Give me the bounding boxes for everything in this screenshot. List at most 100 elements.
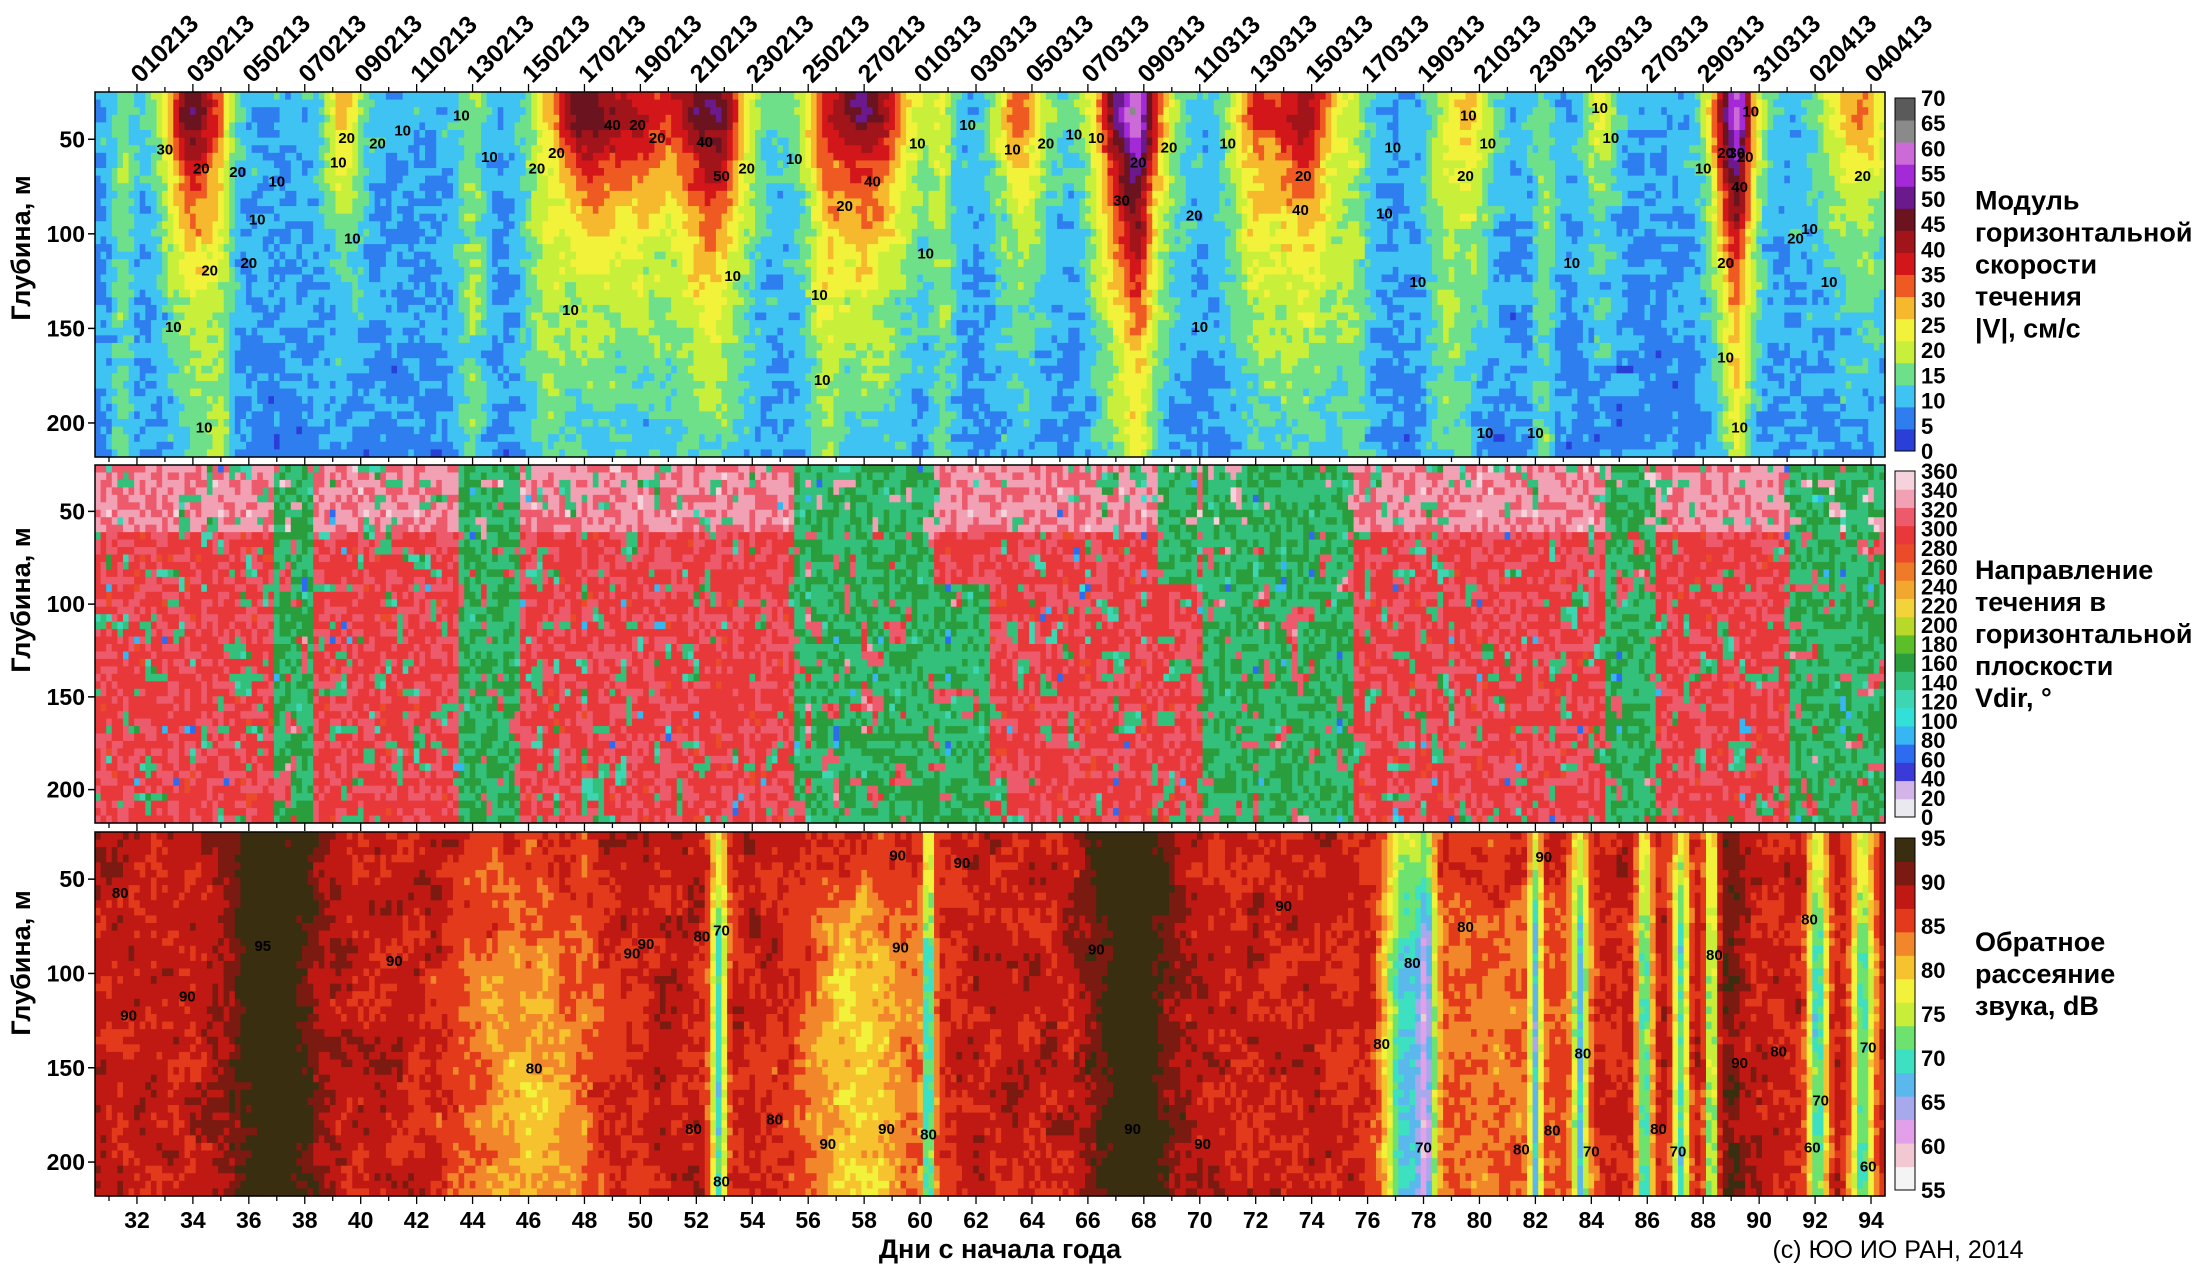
speed-cell xyxy=(386,381,392,389)
speed-cell xyxy=(229,442,235,450)
speed-cell xyxy=(319,389,325,397)
speed-cell xyxy=(291,138,297,146)
speed-cell xyxy=(224,183,230,191)
speed-cell xyxy=(179,115,185,123)
speed-cell xyxy=(319,358,325,366)
speed-cell xyxy=(201,206,207,214)
speed-cell xyxy=(308,305,314,313)
speed-cell xyxy=(224,320,230,328)
speed-cell xyxy=(185,427,191,435)
speed-cell xyxy=(280,297,286,305)
speed-cell xyxy=(117,328,123,336)
speed-cell xyxy=(190,138,196,146)
speed-cell xyxy=(145,191,151,199)
speed-cell xyxy=(330,434,336,442)
speed-cell xyxy=(386,100,392,108)
speed-cell xyxy=(268,335,274,343)
speed-cell xyxy=(375,343,381,351)
speed-cell xyxy=(352,366,358,374)
speed-cell xyxy=(302,191,308,199)
speed-cell xyxy=(207,442,213,450)
speed-cell xyxy=(291,313,297,321)
speed-cell xyxy=(391,328,397,336)
speed-cell xyxy=(285,328,291,336)
speed-cell xyxy=(308,411,314,419)
speed-cell xyxy=(336,434,342,442)
speed-cell xyxy=(129,328,135,336)
speed-cell xyxy=(280,411,286,419)
speed-cell xyxy=(369,282,375,290)
speed-cell xyxy=(352,389,358,397)
speed-cell xyxy=(257,100,263,108)
speed-cell xyxy=(263,434,269,442)
speed-cell xyxy=(106,198,112,206)
speed-cell xyxy=(380,389,386,397)
speed-cell xyxy=(212,290,218,298)
speed-cell xyxy=(134,130,140,138)
speed-cell xyxy=(95,335,101,343)
speed-cell xyxy=(386,351,392,359)
speed-cell xyxy=(129,290,135,298)
speed-cell xyxy=(179,100,185,108)
speed-cell xyxy=(129,198,135,206)
speed-cell xyxy=(313,92,319,100)
speed-cell xyxy=(302,381,308,389)
speed-cell xyxy=(140,442,146,450)
speed-cell xyxy=(403,198,409,206)
speed-cell xyxy=(257,305,263,313)
speed-cell xyxy=(112,176,118,184)
speed-cell xyxy=(201,335,207,343)
speed-cell xyxy=(296,381,302,389)
speed-cell xyxy=(112,427,118,435)
speed-cell xyxy=(207,411,213,419)
speed-cell xyxy=(168,434,174,442)
speed-cell xyxy=(201,214,207,222)
speed-cell xyxy=(196,335,202,343)
speed-cell xyxy=(95,191,101,199)
speed-cell xyxy=(246,328,252,336)
speed-cell xyxy=(185,145,191,153)
speed-cell xyxy=(324,214,330,222)
speed-cell xyxy=(408,198,414,206)
speed-cell xyxy=(263,92,269,100)
speed-cell xyxy=(263,229,269,237)
speed-cell xyxy=(308,358,314,366)
speed-cell xyxy=(375,168,381,176)
speed-cell xyxy=(352,404,358,412)
speed-cell xyxy=(336,221,342,229)
speed-cell xyxy=(123,320,129,328)
speed-cell xyxy=(364,328,370,336)
speed-cell xyxy=(369,183,375,191)
speed-cell xyxy=(296,214,302,222)
speed-cell xyxy=(224,221,230,229)
speed-cell xyxy=(101,305,107,313)
speed-cell xyxy=(201,229,207,237)
speed-cell xyxy=(106,427,112,435)
speed-cell xyxy=(112,411,118,419)
speed-cell xyxy=(403,442,409,450)
speed-cell xyxy=(391,221,397,229)
speed-cell xyxy=(285,313,291,321)
speed-cell xyxy=(268,191,274,199)
speed-cell xyxy=(341,366,347,374)
speed-cell xyxy=(285,389,291,397)
speed-cell xyxy=(364,381,370,389)
speed-cell xyxy=(212,404,218,412)
speed-cell xyxy=(268,366,274,374)
speed-cell xyxy=(330,427,336,435)
panel-speed: 3020 201020 201010102010102010101020201040… xyxy=(6,84,2192,465)
speed-cell xyxy=(101,252,107,260)
speed-cell xyxy=(224,267,230,275)
speed-cell xyxy=(162,183,168,191)
speed-cell xyxy=(313,290,319,298)
speed-cell xyxy=(319,130,325,138)
speed-cell xyxy=(380,411,386,419)
speed-cell xyxy=(207,214,213,222)
speed-cell xyxy=(224,282,230,290)
speed-cell xyxy=(246,168,252,176)
speed-cell xyxy=(196,328,202,336)
speed-cell xyxy=(145,236,151,244)
speed-cell xyxy=(207,107,213,115)
speed-cell xyxy=(101,115,107,123)
speed-cell xyxy=(185,320,191,328)
